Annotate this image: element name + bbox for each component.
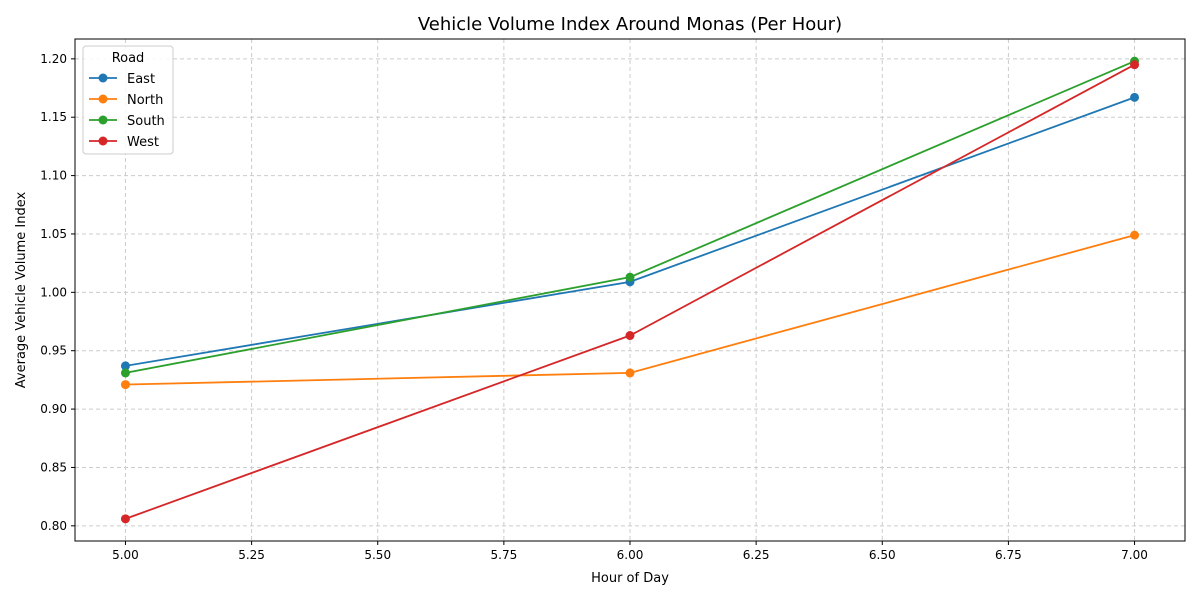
y-tick-label: 1.20: [40, 52, 67, 66]
x-tick-label: 5.50: [364, 548, 391, 562]
x-tick-label: 6.25: [743, 548, 770, 562]
data-point-west: [1130, 60, 1140, 70]
data-point-north: [1130, 230, 1140, 240]
legend-title: Road: [112, 51, 145, 66]
legend-marker: [98, 94, 108, 104]
y-tick-label: 1.00: [40, 285, 67, 299]
y-axis-ticks: 0.80 0.85 0.90 0.95 1.00 1.05 1.10 1.15 1.20: [40, 52, 75, 533]
x-tick-label: 5.00: [112, 548, 139, 562]
plot-frame: [74, 38, 1186, 542]
legend-entry: North: [89, 93, 163, 108]
legend-marker: [98, 115, 108, 125]
data-point-north: [120, 380, 130, 390]
data-point-west: [625, 331, 635, 341]
y-axis-label: Average Vehicle Volume Index: [14, 191, 29, 388]
legend-label: North: [127, 93, 163, 108]
data-point-north: [625, 368, 635, 378]
chart-title: Vehicle Volume Index Around Monas (Per H…: [418, 14, 842, 35]
y-tick-label: 1.05: [40, 227, 67, 241]
legend-entry: West: [89, 135, 159, 150]
x-tick-label: 6.50: [869, 548, 896, 562]
x-axis-label: Hour of Day: [591, 571, 669, 586]
data-point-east: [1130, 92, 1140, 102]
legend-marker: [98, 136, 108, 146]
x-tick-label: 5.75: [491, 548, 518, 562]
data-point-west: [120, 514, 130, 524]
legend-entry: East: [89, 72, 155, 87]
series-layer: [120, 56, 1140, 524]
x-tick-label: 7.00: [1121, 548, 1148, 562]
y-tick-label: 0.85: [40, 460, 67, 474]
legend-entry: South: [89, 114, 165, 129]
x-tick-label: 6.75: [995, 548, 1022, 562]
data-point-east: [120, 361, 130, 371]
legend-label: West: [127, 135, 159, 150]
legend-label: East: [127, 72, 155, 87]
y-tick-label: 0.95: [40, 344, 67, 358]
grid: [75, 39, 1185, 541]
data-point-south: [625, 272, 635, 282]
x-tick-label: 5.25: [238, 548, 265, 562]
y-tick-label: 0.80: [40, 519, 67, 533]
legend-label: South: [127, 114, 165, 129]
data-point-south: [120, 368, 130, 378]
legend-marker: [98, 73, 108, 83]
legend: Road East North South West: [82, 45, 174, 155]
y-tick-label: 0.90: [40, 402, 67, 416]
series-west: [120, 60, 1140, 524]
legend-box: [82, 45, 174, 155]
y-tick-label: 1.15: [40, 110, 67, 124]
series-north: [120, 230, 1140, 390]
x-tick-label: 6.00: [617, 548, 644, 562]
y-tick-label: 1.10: [40, 169, 67, 183]
x-axis-ticks: 5.00 5.25 5.50 5.75 6.00 6.25 6.50 6.75 7.00: [112, 541, 1148, 562]
